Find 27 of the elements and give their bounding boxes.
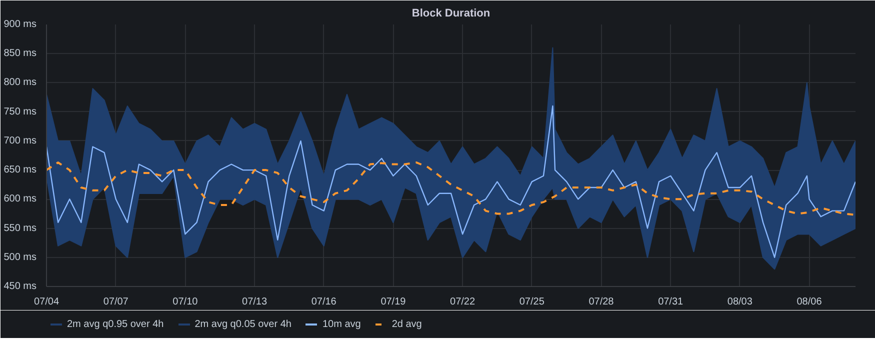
x-tick-label: 07/25	[519, 296, 545, 308]
y-tick-label: 750 ms	[4, 106, 37, 118]
x-tick-label: 07/28	[588, 296, 614, 308]
legend-label: 2d avg	[392, 318, 422, 330]
y-tick-label: 900 ms	[4, 19, 37, 30]
x-tick-label: 07/16	[311, 296, 337, 308]
y-tick-label: 700 ms	[4, 135, 37, 146]
y-tick-label: 850 ms	[4, 48, 37, 60]
y-tick-label: 500 ms	[4, 252, 37, 263]
legend-label: 2m avg q0.95 over 4h	[67, 318, 164, 330]
x-tick-label: 07/04	[34, 296, 60, 308]
legend-label: 10m avg	[322, 318, 361, 330]
x-tick-label: 08/06	[796, 296, 822, 308]
x-tick-label: 07/22	[450, 296, 476, 308]
x-tick-label: 07/13	[242, 296, 268, 308]
x-tick-label: 08/03	[727, 296, 753, 308]
y-tick-label: 450 ms	[4, 281, 37, 292]
y-tick-label: 600 ms	[4, 194, 37, 205]
x-tick-label: 07/07	[103, 296, 129, 308]
x-tick-label: 07/10	[172, 296, 198, 308]
y-tick-label: 550 ms	[4, 222, 37, 234]
y-tick-label: 650 ms	[4, 164, 37, 176]
legend-label: 2m avg q0.05 over 4h	[194, 318, 292, 330]
x-tick-label: 07/19	[380, 296, 406, 308]
y-tick-label: 800 ms	[4, 77, 37, 88]
x-tick-label: 07/31	[658, 296, 684, 308]
chart-title: Block Duration	[412, 8, 490, 20]
